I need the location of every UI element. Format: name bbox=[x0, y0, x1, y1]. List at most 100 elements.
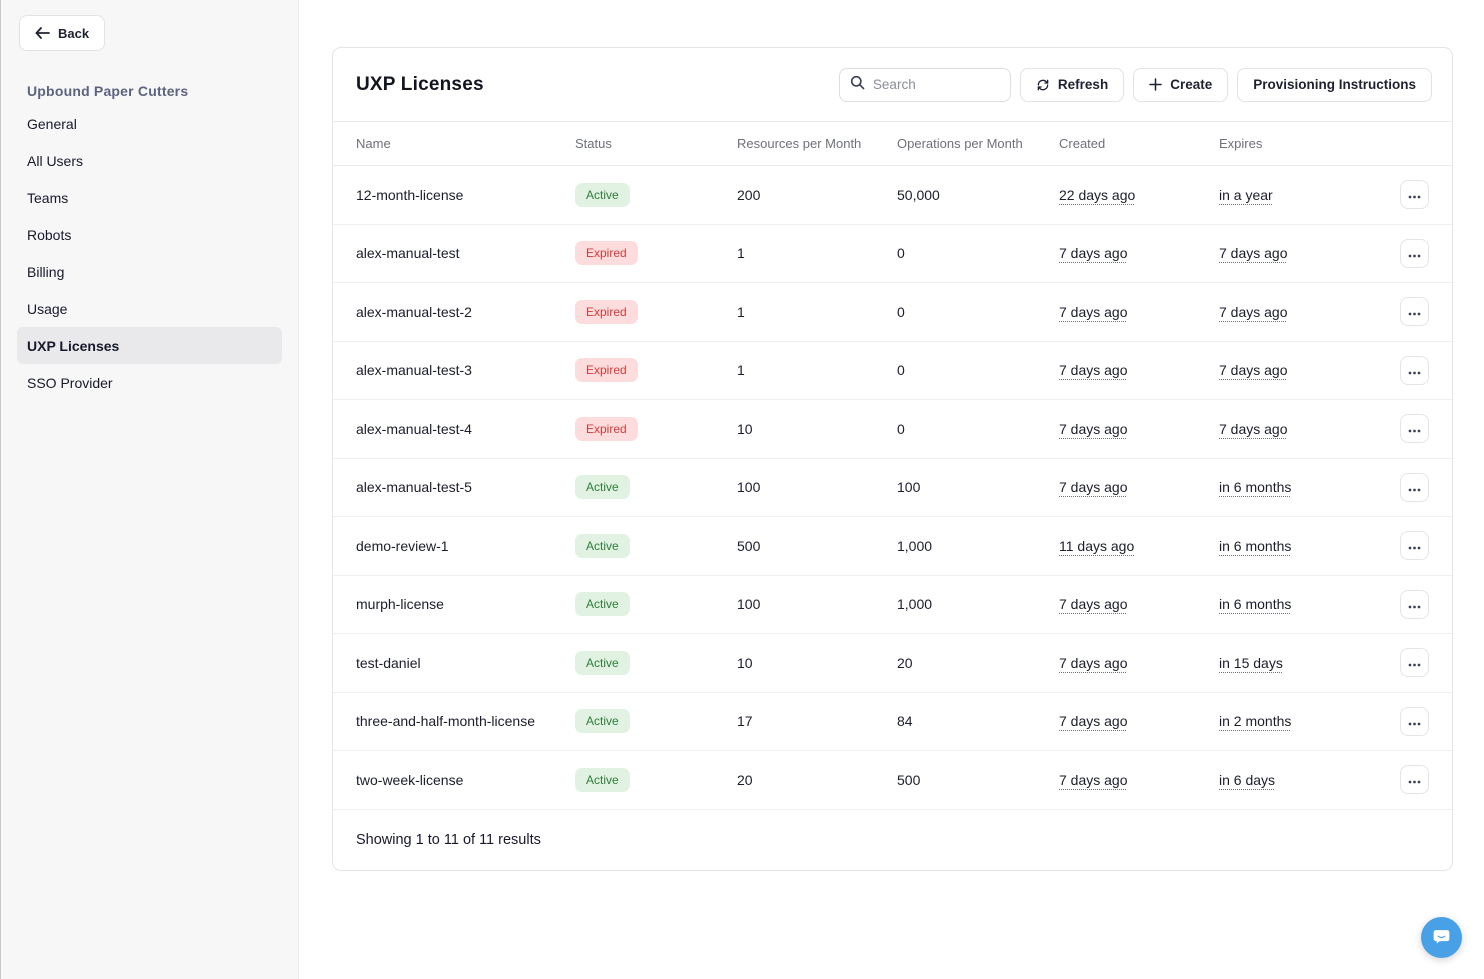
cell-operations: 100 bbox=[897, 479, 921, 496]
cell-operations: 0 bbox=[897, 245, 905, 262]
cell-name: alex-manual-test-5 bbox=[356, 479, 472, 496]
cell-operations: 20 bbox=[897, 654, 913, 671]
cell-expires: in 2 months bbox=[1219, 713, 1292, 730]
table-row: murph-license Active 100 1,000 7 days ag… bbox=[333, 576, 1452, 634]
cell-created: 7 days ago bbox=[1059, 479, 1128, 496]
cell-actions bbox=[1400, 414, 1429, 444]
ellipsis-icon bbox=[1408, 246, 1421, 261]
cell-expires: 7 days ago bbox=[1219, 303, 1288, 320]
table-row: test-daniel Active 10 20 7 days ago in 1… bbox=[333, 634, 1452, 693]
cell-name: alex-manual-test-4 bbox=[356, 420, 472, 437]
cell-created: 7 days ago bbox=[1059, 654, 1128, 671]
cell-status: Active bbox=[575, 767, 630, 792]
sidebar-item-label: General bbox=[27, 115, 77, 132]
cell-operations: 500 bbox=[897, 771, 921, 788]
row-actions-button[interactable] bbox=[1400, 297, 1429, 327]
sidebar: Back Upbound Paper Cutters General All U… bbox=[1, 0, 299, 979]
row-actions-button[interactable] bbox=[1400, 589, 1429, 619]
header-controls: Refresh Create Provisioning Instructions bbox=[838, 67, 1432, 102]
cell-resources: 500 bbox=[737, 537, 761, 554]
sidebar-item-general[interactable]: General bbox=[17, 105, 282, 142]
cell-operations: 0 bbox=[897, 303, 905, 320]
cell-created: 7 days ago bbox=[1059, 771, 1128, 788]
row-actions-button[interactable] bbox=[1400, 648, 1429, 678]
cell-created: 7 days ago bbox=[1059, 596, 1128, 613]
cell-actions bbox=[1400, 355, 1429, 385]
cell-status: Active bbox=[575, 709, 630, 734]
row-actions-button[interactable] bbox=[1400, 765, 1429, 795]
cell-created: 11 days ago bbox=[1059, 537, 1135, 554]
search-input[interactable] bbox=[872, 77, 1000, 92]
refresh-button-label: Refresh bbox=[1057, 77, 1109, 92]
create-button[interactable]: Create bbox=[1133, 67, 1229, 102]
row-actions-button[interactable] bbox=[1400, 706, 1429, 736]
table-row: demo-review-1 Active 500 1,000 11 days a… bbox=[333, 517, 1452, 576]
table-row: 12-month-license Active 200 50,000 22 da… bbox=[333, 166, 1452, 225]
sidebar-item-teams[interactable]: Teams bbox=[17, 179, 282, 216]
cell-name: demo-review-1 bbox=[356, 537, 449, 554]
cell-resources: 1 bbox=[737, 362, 745, 379]
sidebar-item-uxp-licenses[interactable]: UXP Licenses bbox=[17, 327, 282, 364]
row-actions-button[interactable] bbox=[1400, 238, 1429, 268]
chat-icon bbox=[1431, 926, 1452, 950]
sidebar-item-label: Usage bbox=[27, 300, 68, 317]
cell-actions bbox=[1400, 648, 1429, 678]
cell-status: Expired bbox=[575, 241, 638, 266]
row-actions-button[interactable] bbox=[1400, 472, 1429, 502]
column-header: Expires bbox=[1219, 136, 1263, 151]
main-content: UXP Licenses bbox=[299, 0, 1484, 979]
status-badge: Active bbox=[575, 650, 630, 675]
cell-created: 22 days ago bbox=[1059, 186, 1136, 203]
cell-resources: 17 bbox=[737, 713, 753, 730]
search-icon bbox=[850, 75, 865, 95]
table-footer: Showing 1 to 11 of 11 results bbox=[333, 810, 1452, 870]
cell-name: two-week-license bbox=[356, 771, 464, 788]
cell-resources: 10 bbox=[737, 420, 753, 437]
sidebar-item-label: All Users bbox=[27, 152, 84, 169]
cell-operations: 0 bbox=[897, 362, 905, 379]
column-header: Resources per Month bbox=[737, 136, 862, 151]
cell-expires: in 6 months bbox=[1219, 596, 1292, 613]
create-button-label: Create bbox=[1170, 77, 1213, 92]
cell-created: 7 days ago bbox=[1059, 303, 1128, 320]
ellipsis-icon bbox=[1408, 363, 1421, 378]
table-row: alex-manual-test Expired 1 0 7 days ago … bbox=[333, 225, 1452, 283]
back-arrow-icon bbox=[35, 27, 50, 39]
provisioning-instructions-button[interactable]: Provisioning Instructions bbox=[1237, 67, 1432, 102]
sidebar-item-robots[interactable]: Robots bbox=[17, 216, 282, 253]
cell-name: alex-manual-test bbox=[356, 245, 460, 262]
status-badge: Expired bbox=[575, 299, 638, 324]
sidebar-item-label: UXP Licenses bbox=[27, 337, 120, 354]
cell-created: 7 days ago bbox=[1059, 713, 1128, 730]
cell-resources: 1 bbox=[737, 303, 745, 320]
sidebar-item-usage[interactable]: Usage bbox=[17, 290, 282, 327]
row-actions-button[interactable] bbox=[1400, 355, 1429, 385]
cell-status: Expired bbox=[575, 358, 638, 383]
row-actions-button[interactable] bbox=[1400, 531, 1429, 561]
cell-resources: 10 bbox=[737, 654, 753, 671]
cell-expires: in a year bbox=[1219, 186, 1273, 203]
sidebar-item-billing[interactable]: Billing bbox=[17, 253, 282, 290]
sidebar-item-all-users[interactable]: All Users bbox=[17, 142, 282, 179]
chat-launcher-button[interactable] bbox=[1421, 917, 1462, 958]
plus-icon bbox=[1149, 78, 1162, 91]
table-header-row: Name Status Resources per Month Operatio… bbox=[333, 121, 1452, 166]
cell-actions bbox=[1400, 180, 1429, 210]
cell-name: alex-manual-test-2 bbox=[356, 303, 472, 320]
cell-actions bbox=[1400, 297, 1429, 327]
cell-status: Expired bbox=[575, 299, 638, 324]
sidebar-item-sso-provider[interactable]: SSO Provider bbox=[17, 364, 282, 401]
table-row: alex-manual-test-4 Expired 10 0 7 days a… bbox=[333, 400, 1452, 459]
status-badge: Active bbox=[575, 709, 630, 734]
cell-expires: in 6 days bbox=[1219, 771, 1276, 788]
refresh-button[interactable]: Refresh bbox=[1019, 67, 1125, 102]
column-header: Operations per Month bbox=[897, 136, 1023, 151]
cell-actions bbox=[1400, 706, 1429, 736]
back-button[interactable]: Back bbox=[19, 15, 106, 51]
cell-expires: in 6 months bbox=[1219, 479, 1292, 496]
refresh-icon bbox=[1036, 78, 1050, 92]
cell-name: murph-license bbox=[356, 596, 444, 613]
cell-name: 12-month-license bbox=[356, 186, 464, 203]
row-actions-button[interactable] bbox=[1400, 180, 1429, 210]
row-actions-button[interactable] bbox=[1400, 414, 1429, 444]
